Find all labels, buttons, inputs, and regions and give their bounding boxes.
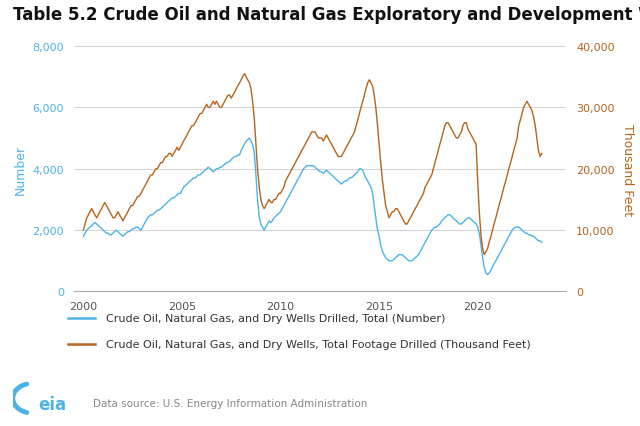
Text: Table 5.2 Crude Oil and Natural Gas Exploratory and Development Wells: Table 5.2 Crude Oil and Natural Gas Expl… bbox=[13, 6, 640, 24]
Text: eia: eia bbox=[39, 395, 67, 413]
Text: Crude Oil, Natural Gas, and Dry Wells Drilled, Total (Number): Crude Oil, Natural Gas, and Dry Wells Dr… bbox=[106, 314, 445, 324]
Y-axis label: Thousand Feet: Thousand Feet bbox=[621, 124, 634, 215]
Text: Data source: U.S. Energy Information Administration: Data source: U.S. Energy Information Adm… bbox=[93, 397, 367, 408]
Y-axis label: Number: Number bbox=[13, 144, 27, 194]
Text: Crude Oil, Natural Gas, and Dry Wells, Total Footage Drilled (Thousand Feet): Crude Oil, Natural Gas, and Dry Wells, T… bbox=[106, 339, 531, 349]
